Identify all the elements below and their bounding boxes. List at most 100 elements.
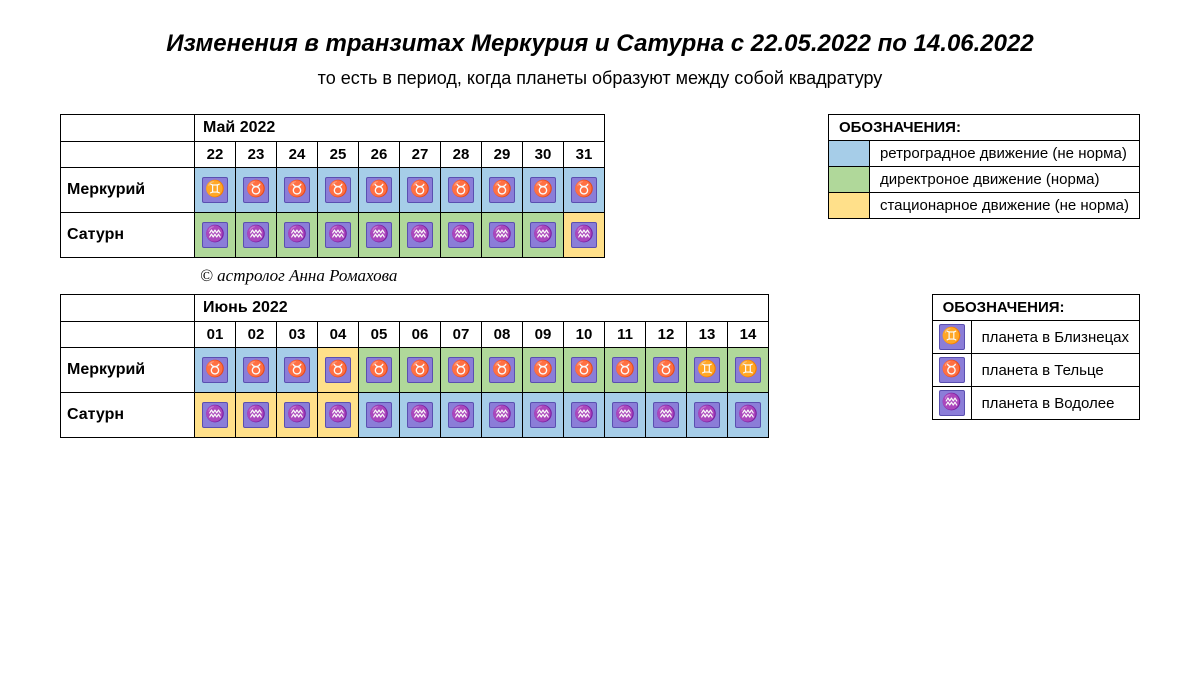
aquarius-icon: ♒ xyxy=(284,402,310,428)
taurus-icon: ♉ xyxy=(284,177,310,203)
taurus-icon: ♉ xyxy=(571,177,597,203)
transit-cell: ♉ xyxy=(564,168,605,213)
day-header: 26 xyxy=(359,142,400,168)
transit-cell: ♉ xyxy=(646,348,687,393)
day-header: 30 xyxy=(523,142,564,168)
day-header: 22 xyxy=(195,142,236,168)
day-header: 23 xyxy=(236,142,277,168)
month-header: Июнь 2022 xyxy=(195,295,769,322)
day-header: 29 xyxy=(482,142,523,168)
taurus-icon: ♉ xyxy=(366,177,392,203)
transit-cell: ♊ xyxy=(195,168,236,213)
transit-cell: ♉ xyxy=(564,348,605,393)
transit-cell: ♊ xyxy=(687,348,728,393)
gemini-icon: ♊ xyxy=(202,177,228,203)
aquarius-icon: ♒ xyxy=(530,402,556,428)
taurus-icon: ♉ xyxy=(407,357,433,383)
motion-legend: ОБОЗНАЧЕНИЯ: ретроградное движение (не н… xyxy=(828,114,1140,219)
aquarius-icon: ♒ xyxy=(571,222,597,248)
planet-label-saturn: Сатурн xyxy=(61,213,195,258)
day-header: 28 xyxy=(441,142,482,168)
aquarius-icon: ♒ xyxy=(612,402,638,428)
aquarius-icon: ♒ xyxy=(448,402,474,428)
transit-cell: ♒ xyxy=(523,393,564,438)
transit-cell: ♒ xyxy=(441,213,482,258)
aquarius-icon: ♒ xyxy=(407,402,433,428)
taurus-icon: ♉ xyxy=(530,177,556,203)
aquarius-icon: ♒ xyxy=(202,222,228,248)
transit-cell: ♉ xyxy=(195,348,236,393)
transit-cell: ♒ xyxy=(277,213,318,258)
legend-icon-cell: ♒ xyxy=(932,387,971,420)
transit-cell: ♉ xyxy=(236,348,277,393)
legend-label: планета в Близнецах xyxy=(971,321,1139,354)
aquarius-icon: ♒ xyxy=(448,222,474,248)
planet-label-mercury: Меркурий xyxy=(61,168,195,213)
june-transit-table: Июнь 2022 0102030405060708091011121314Ме… xyxy=(60,294,769,438)
day-header: 27 xyxy=(400,142,441,168)
transit-cell: ♉ xyxy=(441,168,482,213)
gemini-icon: ♊ xyxy=(939,324,965,350)
taurus-icon: ♉ xyxy=(284,357,310,383)
aquarius-icon: ♒ xyxy=(735,402,761,428)
transit-cell: ♒ xyxy=(564,213,605,258)
legend-label: планета в Водолее xyxy=(971,387,1139,420)
aquarius-icon: ♒ xyxy=(284,222,310,248)
taurus-icon: ♉ xyxy=(243,357,269,383)
aquarius-icon: ♒ xyxy=(653,402,679,428)
transit-cell: ♒ xyxy=(195,213,236,258)
day-header: 03 xyxy=(277,322,318,348)
transit-cell: ♉ xyxy=(523,168,564,213)
day-header: 24 xyxy=(277,142,318,168)
transit-cell: ♉ xyxy=(441,348,482,393)
legend-icon-cell: ♊ xyxy=(932,321,971,354)
aquarius-icon: ♒ xyxy=(243,222,269,248)
day-header: 25 xyxy=(318,142,359,168)
corner-cell xyxy=(61,295,195,322)
planet-label-saturn: Сатурн xyxy=(61,393,195,438)
legend-title: ОБОЗНАЧЕНИЯ: xyxy=(932,295,1139,321)
transit-cell: ♉ xyxy=(523,348,564,393)
corner-cell xyxy=(61,322,195,348)
page-title: Изменения в транзитах Меркурия и Сатурна… xyxy=(60,30,1140,58)
page-subtitle: то есть в период, когда планеты образуют… xyxy=(60,68,1140,89)
legend-label: стационарное движение (не норма) xyxy=(869,193,1139,219)
transit-cell: ♉ xyxy=(277,348,318,393)
transit-cell: ♉ xyxy=(400,168,441,213)
aquarius-icon: ♒ xyxy=(407,222,433,248)
transit-cell: ♒ xyxy=(687,393,728,438)
aquarius-icon: ♒ xyxy=(489,402,515,428)
transit-cell: ♒ xyxy=(400,213,441,258)
taurus-icon: ♉ xyxy=(325,177,351,203)
transit-cell: ♒ xyxy=(564,393,605,438)
transit-cell: ♒ xyxy=(236,213,277,258)
day-header: 12 xyxy=(646,322,687,348)
transit-cell: ♉ xyxy=(318,348,359,393)
aquarius-icon: ♒ xyxy=(202,402,228,428)
legend-icon-cell: ♉ xyxy=(932,354,971,387)
taurus-icon: ♉ xyxy=(407,177,433,203)
aquarius-icon: ♒ xyxy=(489,222,515,248)
aquarius-icon: ♒ xyxy=(366,222,392,248)
transit-cell: ♉ xyxy=(482,168,523,213)
transit-cell: ♒ xyxy=(482,393,523,438)
day-header: 04 xyxy=(318,322,359,348)
transit-cell: ♉ xyxy=(400,348,441,393)
transit-cell: ♒ xyxy=(359,213,400,258)
june-block: Июнь 2022 0102030405060708091011121314Ме… xyxy=(60,294,1140,438)
transit-cell: ♒ xyxy=(236,393,277,438)
may-block: Май 2022 22232425262728293031Меркурий♊♉♉… xyxy=(60,114,1140,258)
aquarius-icon: ♒ xyxy=(571,402,597,428)
day-header: 08 xyxy=(482,322,523,348)
transit-cell: ♒ xyxy=(441,393,482,438)
transit-cell: ♒ xyxy=(359,393,400,438)
aquarius-icon: ♒ xyxy=(325,222,351,248)
transit-cell: ♒ xyxy=(400,393,441,438)
aquarius-icon: ♒ xyxy=(939,390,965,416)
transit-cell: ♒ xyxy=(646,393,687,438)
taurus-icon: ♉ xyxy=(243,177,269,203)
may-transit-table: Май 2022 22232425262728293031Меркурий♊♉♉… xyxy=(60,114,605,258)
transit-cell: ♒ xyxy=(728,393,769,438)
aquarius-icon: ♒ xyxy=(366,402,392,428)
corner-cell xyxy=(61,142,195,168)
